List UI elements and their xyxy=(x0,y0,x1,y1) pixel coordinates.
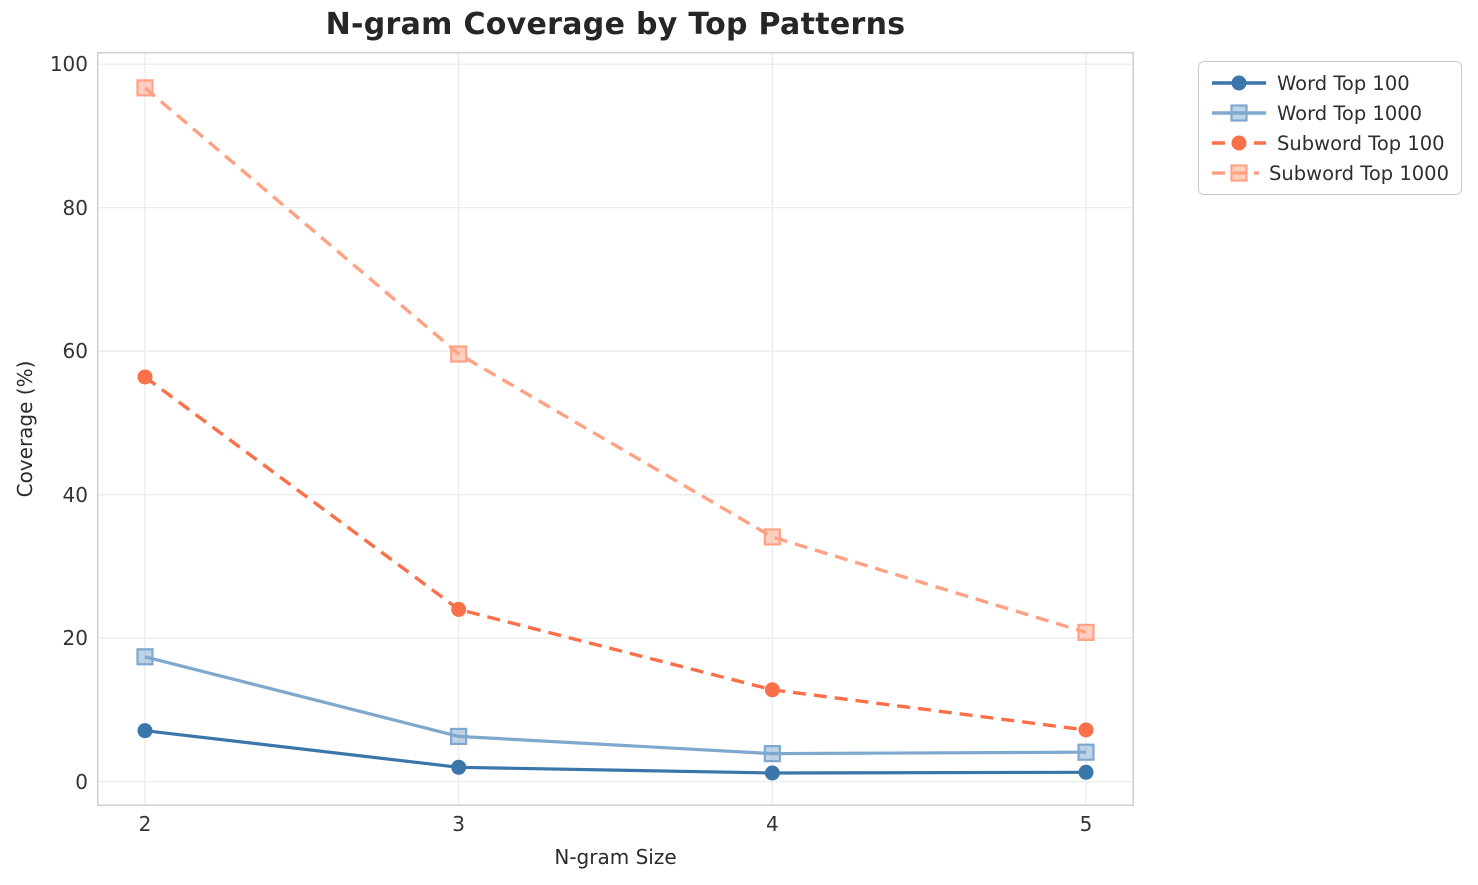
marker-circle xyxy=(451,759,467,775)
x-tick-label: 4 xyxy=(765,812,779,836)
marker-circle xyxy=(1078,764,1094,780)
x-tick-label: 2 xyxy=(138,812,152,836)
marker-square xyxy=(763,745,781,763)
y-tick-label: 60 xyxy=(62,339,88,364)
plot-area xyxy=(97,52,1134,806)
series-line-subword-top-1000 xyxy=(143,86,1087,635)
series-line-word-top-1000 xyxy=(144,655,1087,756)
y-tick-label: 40 xyxy=(62,482,88,507)
legend-sample-circle-icon xyxy=(1212,75,1266,91)
legend-marker xyxy=(1230,164,1248,182)
marker-circle xyxy=(764,765,780,781)
legend-item: Word Top 100 xyxy=(1211,68,1449,98)
legend-label: Word Top 1000 xyxy=(1277,101,1423,125)
x-tick-label: 5 xyxy=(1079,812,1093,836)
series-line-word-top-100 xyxy=(144,729,1087,775)
marker-square xyxy=(136,648,154,666)
marker-square xyxy=(450,727,468,746)
marker-square xyxy=(450,345,468,363)
y-tick-label: 20 xyxy=(62,626,88,651)
chart-title: N-gram Coverage by Top Patterns xyxy=(325,7,906,42)
legend-marker xyxy=(1230,104,1248,122)
x-axis-label: N-gram Size xyxy=(554,845,677,869)
legend-sample-circle-icon xyxy=(1212,135,1266,151)
legend-sample-square-icon xyxy=(1212,104,1266,122)
marker-circle xyxy=(764,682,780,698)
marker-square xyxy=(136,79,154,97)
legend-rows: Word Top 100 Word Top 1000 Subword Top 100… xyxy=(1211,68,1449,188)
marker-circle xyxy=(137,369,153,385)
y-axis-label: Coverage (%) xyxy=(13,360,37,498)
marker-circle xyxy=(137,723,153,739)
legend-label: Word Top 100 xyxy=(1277,71,1410,95)
legend-label: Subword Top 100 xyxy=(1277,131,1445,155)
x-tick-label: 3 xyxy=(452,812,466,836)
y-tick-label: 100 xyxy=(49,52,88,77)
plot-border xyxy=(97,52,1134,806)
marker-circle xyxy=(1078,722,1094,738)
series-line-subword-top-100 xyxy=(143,375,1087,732)
y-tick-label: 0 xyxy=(75,769,88,794)
marker-square xyxy=(1077,623,1095,641)
legend-sample-square-icon xyxy=(1212,164,1260,182)
legend-item: Subword Top 100 xyxy=(1211,128,1449,158)
marker-square xyxy=(1077,743,1095,761)
marker-square xyxy=(763,528,781,546)
legend: Word Top 100 Word Top 1000 Subword Top 100… xyxy=(1198,61,1462,195)
legend-item: Subword Top 1000 xyxy=(1211,158,1449,188)
y-tick-label: 80 xyxy=(62,195,88,220)
legend-label: Subword Top 1000 xyxy=(1269,161,1449,185)
legend-item: Word Top 1000 xyxy=(1211,98,1449,128)
legend-marker xyxy=(1231,135,1247,151)
marker-circle xyxy=(451,601,467,617)
legend-marker xyxy=(1231,75,1247,91)
